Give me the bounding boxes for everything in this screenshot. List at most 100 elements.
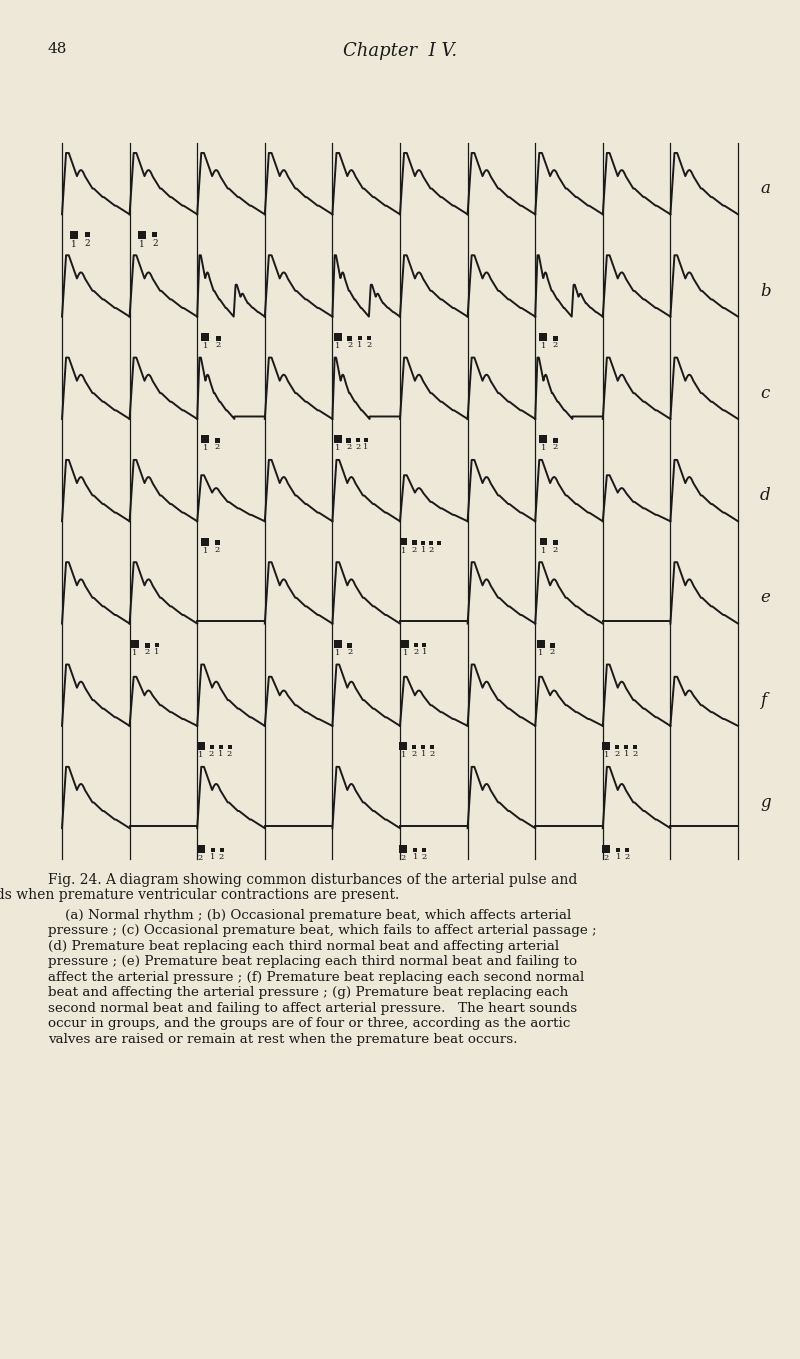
Text: 1: 1: [202, 444, 208, 453]
Bar: [633, 745, 637, 749]
Text: 1: 1: [202, 546, 208, 554]
Text: pressure ; (e) Premature beat replacing each third normal beat and failing to: pressure ; (e) Premature beat replacing …: [48, 955, 577, 968]
Text: 2: 2: [401, 853, 406, 862]
Bar: [356, 439, 360, 443]
Bar: [347, 336, 352, 341]
Bar: [402, 640, 410, 648]
Bar: [553, 336, 558, 341]
Bar: [202, 435, 210, 443]
Bar: [347, 643, 352, 647]
Text: 1: 1: [401, 752, 406, 760]
Text: heart sounds when premature ventricular contractions are present.: heart sounds when premature ventricular …: [0, 889, 400, 902]
Bar: [540, 538, 547, 545]
Bar: [138, 231, 146, 239]
Bar: [210, 848, 214, 852]
Text: 1: 1: [421, 546, 426, 553]
Text: Fig. 24.: Fig. 24.: [48, 872, 102, 887]
Bar: [430, 541, 434, 545]
Text: 2: 2: [216, 341, 221, 349]
Bar: [218, 745, 222, 749]
Text: 1: 1: [402, 650, 408, 656]
Text: 2: 2: [550, 648, 555, 656]
Text: 1: 1: [623, 750, 629, 758]
Text: a: a: [760, 181, 770, 197]
Text: 2: 2: [198, 853, 203, 862]
Text: 2: 2: [346, 443, 351, 451]
Bar: [422, 643, 426, 647]
Text: d: d: [760, 487, 770, 504]
Bar: [553, 438, 558, 443]
Text: c: c: [760, 385, 770, 402]
Bar: [85, 232, 90, 238]
Text: valves are raised or remain at rest when the premature beat occurs.: valves are raised or remain at rest when…: [48, 1033, 518, 1045]
Text: 1: 1: [541, 342, 546, 351]
Bar: [216, 336, 221, 341]
Text: 2: 2: [412, 750, 417, 758]
Bar: [537, 640, 545, 648]
Text: 1: 1: [615, 852, 621, 860]
Bar: [358, 336, 362, 340]
Text: 2: 2: [144, 648, 150, 656]
Text: 1: 1: [413, 852, 418, 860]
Text: 1: 1: [421, 750, 426, 758]
Text: 2: 2: [430, 750, 435, 758]
Text: 1: 1: [541, 444, 546, 453]
Bar: [155, 643, 159, 647]
Bar: [202, 333, 210, 341]
Bar: [602, 845, 610, 852]
Text: (d) Premature beat replacing each third normal beat and affecting arterial: (d) Premature beat replacing each third …: [48, 939, 559, 953]
Text: 1: 1: [198, 752, 203, 760]
Bar: [412, 541, 417, 545]
Text: 2: 2: [429, 546, 434, 553]
Text: 48: 48: [48, 42, 67, 56]
Text: 2: 2: [633, 750, 638, 758]
Bar: [539, 435, 547, 443]
Text: 2: 2: [614, 750, 620, 758]
Text: pressure ; (c) Occasional premature beat, which fails to affect arterial passage: pressure ; (c) Occasional premature beat…: [48, 924, 597, 938]
Text: 2: 2: [227, 750, 232, 758]
Bar: [210, 745, 214, 749]
Bar: [70, 231, 78, 239]
Text: 2: 2: [214, 443, 220, 451]
Text: f: f: [760, 692, 766, 709]
Text: 2: 2: [214, 546, 220, 553]
Text: 1: 1: [363, 443, 369, 451]
Text: 1: 1: [538, 650, 543, 656]
Bar: [202, 538, 210, 546]
Bar: [399, 845, 407, 852]
Text: 1: 1: [603, 752, 609, 760]
Text: 2: 2: [553, 546, 558, 553]
Text: 1: 1: [132, 650, 138, 656]
Bar: [219, 848, 223, 852]
Text: 2: 2: [366, 341, 371, 349]
Bar: [414, 848, 418, 852]
Text: occur in groups, and the groups are of four or three, according as the aortic: occur in groups, and the groups are of f…: [48, 1017, 570, 1030]
Text: beat and affecting the arterial pressure ; (g) Premature beat replacing each: beat and affecting the arterial pressure…: [48, 987, 568, 999]
Bar: [215, 438, 220, 443]
Text: 1: 1: [422, 648, 427, 656]
Text: 1: 1: [210, 852, 215, 860]
Text: 2: 2: [219, 852, 224, 860]
Bar: [553, 541, 558, 545]
Text: second normal beat and failing to affect arterial pressure.   The heart sounds: second normal beat and failing to affect…: [48, 1002, 578, 1015]
Bar: [615, 745, 619, 749]
Bar: [539, 333, 547, 341]
Text: 2: 2: [553, 443, 558, 451]
Text: 2: 2: [84, 239, 90, 247]
Bar: [414, 643, 418, 647]
Text: e: e: [760, 590, 770, 606]
Bar: [334, 640, 342, 648]
Text: 2: 2: [422, 852, 427, 860]
Bar: [438, 541, 442, 545]
Text: g: g: [760, 794, 770, 811]
Text: 1: 1: [154, 648, 160, 656]
Bar: [422, 848, 426, 852]
Text: 1: 1: [335, 444, 341, 453]
Bar: [430, 745, 434, 749]
Text: affect the arterial pressure ; (f) Premature beat replacing each second normal: affect the arterial pressure ; (f) Prema…: [48, 970, 584, 984]
Text: 2: 2: [152, 239, 158, 247]
Text: b: b: [760, 283, 770, 299]
Text: 1: 1: [71, 239, 77, 249]
Bar: [367, 336, 371, 340]
Bar: [215, 541, 220, 545]
